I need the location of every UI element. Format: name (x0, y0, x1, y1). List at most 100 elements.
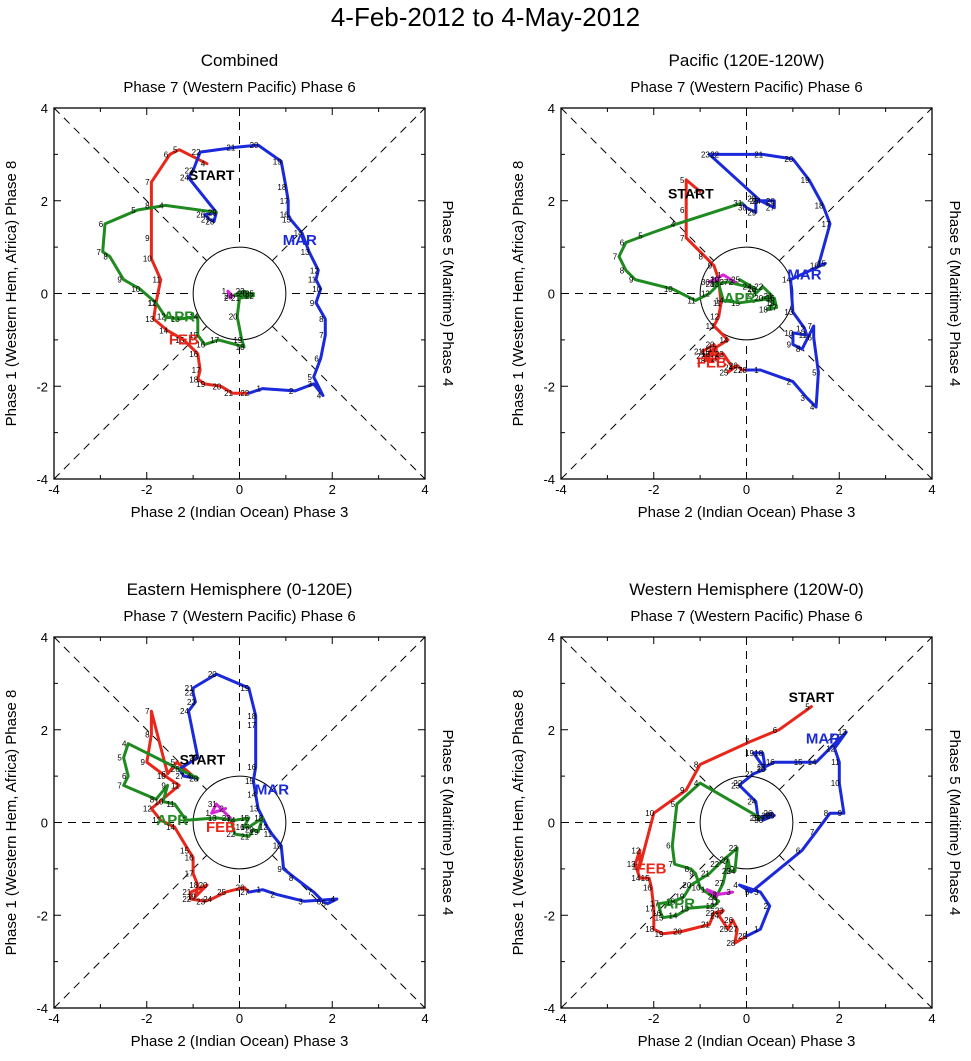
day-label: 11 (148, 299, 157, 308)
day-label: 13 (627, 860, 636, 869)
series-line-apr (656, 781, 762, 920)
day-label: 23 (196, 897, 205, 906)
right-phase-label: Phase 5 (Maritime) Phase 4 (439, 201, 456, 387)
day-label: 26 (764, 809, 773, 818)
day-label: 4 (201, 160, 206, 169)
top-phase-label: Phase 7 (Western Pacific) Phase 6 (123, 79, 355, 96)
day-label: 21 (182, 888, 191, 897)
day-label: 6 (99, 220, 104, 229)
day-label: 20 (682, 881, 691, 890)
day-label: 13 (208, 814, 217, 823)
day-label: 8 (824, 809, 829, 818)
day-label: 12 (631, 846, 640, 855)
series-line-may (210, 802, 232, 820)
day-label: 4 (187, 772, 192, 781)
day-label: 17 (650, 900, 659, 909)
day-label: 30 (754, 816, 763, 825)
day-label: 9 (145, 234, 150, 243)
day-label: 6 (620, 238, 625, 247)
month-label-feb: FEB (169, 332, 199, 349)
day-label: 29 (766, 812, 775, 821)
series-line-apr (617, 201, 779, 312)
day-label: 19 (250, 828, 259, 837)
day-label: 10 (312, 285, 321, 294)
day-label: 12 (706, 902, 715, 911)
day-label: 2 (729, 278, 734, 287)
day-label: 23 (715, 350, 724, 359)
day-label: 27 (729, 925, 738, 934)
day-label: 10 (143, 255, 152, 264)
x-tick-label: -2 (141, 482, 153, 497)
day-label: 6 (666, 842, 671, 851)
series-line-apr (122, 742, 265, 838)
day-label: 9 (141, 758, 146, 767)
x-tick-label: 0 (236, 482, 243, 497)
day-label: 24 (724, 364, 733, 373)
x-tick-label: -4 (48, 482, 60, 497)
day-label: 27 (715, 879, 724, 888)
x-tick-label: 2 (836, 1011, 843, 1026)
day-label: 25 (750, 814, 759, 823)
x-tick-label: -4 (48, 1011, 60, 1026)
day-label: 7 (613, 252, 618, 261)
day-label: 27 (719, 278, 728, 287)
day-label: 14 (226, 816, 235, 825)
day-label: 18 (277, 183, 286, 192)
y-tick-label: 2 (41, 723, 48, 738)
day-label: 27 (766, 204, 775, 213)
day-label: 19 (675, 893, 684, 902)
day-label: 20 (212, 382, 221, 391)
month-label-apr: APR (163, 308, 195, 325)
day-label: 23 (187, 698, 196, 707)
day-label: 26 (766, 197, 775, 206)
day-label: 8 (319, 315, 324, 324)
day-label: 5 (805, 703, 810, 712)
y-tick-label: -4 (36, 1001, 48, 1016)
day-label: 1 (717, 271, 722, 280)
diagonal-line (53, 636, 426, 1009)
day-label: 18 (666, 897, 675, 906)
y-tick-label: 2 (41, 194, 48, 209)
day-label: 11 (171, 781, 180, 790)
day-label: 9 (629, 276, 634, 285)
day-label: 5 (671, 800, 676, 809)
day-label: 26 (724, 916, 733, 925)
day-label: 8 (685, 865, 690, 874)
day-label: 7 (145, 178, 150, 187)
day-label: 30 (738, 204, 747, 213)
day-label: 3 (307, 380, 312, 389)
day-label: 11 (831, 758, 840, 767)
day-label: 15 (180, 846, 189, 855)
day-label: 15 (282, 215, 291, 224)
day-label: 4 (810, 403, 815, 412)
day-label: 20 (673, 927, 682, 936)
day-label: 12 (143, 805, 152, 814)
day-label: 8 (145, 730, 150, 739)
day-label: 13 (301, 248, 310, 257)
day-label: 22 (733, 779, 742, 788)
day-label: 8 (289, 874, 294, 883)
day-label: 17 (247, 721, 256, 730)
day-label: 27 (733, 366, 742, 375)
day-label: 5 (117, 754, 122, 763)
day-label: 20 (706, 341, 715, 350)
day-label: 19 (801, 176, 810, 185)
day-label: 9 (838, 809, 843, 818)
day-label: 14 (247, 791, 256, 800)
day-label: 4 (733, 881, 738, 890)
day-label: 27 (175, 772, 184, 781)
series-line-mar (177, 672, 339, 906)
day-label: 21 (694, 347, 703, 356)
top-phase-label: Phase 7 (Western Pacific) Phase 6 (630, 608, 862, 625)
day-label: 4 (694, 187, 699, 196)
bottom-phase-label: Phase 2 (Indian Ocean) Phase 3 (131, 504, 349, 521)
day-label: 22 (192, 148, 201, 157)
day-label: 18 (189, 881, 198, 890)
day-label: 12 (178, 816, 187, 825)
day-label: 18 (645, 925, 654, 934)
month-label-apr: APR (724, 290, 756, 307)
bottom-phase-label: Phase 2 (Indian Ocean) Phase 3 (638, 1033, 856, 1050)
day-label: 4 (694, 779, 699, 788)
y-tick-label: 2 (548, 723, 555, 738)
day-label: 20 (784, 155, 793, 164)
